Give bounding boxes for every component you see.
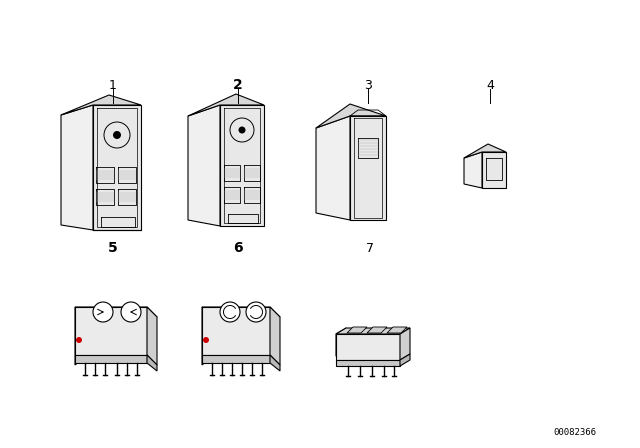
Text: 6: 6 bbox=[233, 241, 243, 255]
Polygon shape bbox=[350, 116, 386, 220]
Polygon shape bbox=[202, 355, 270, 363]
Polygon shape bbox=[336, 328, 410, 334]
Polygon shape bbox=[400, 354, 410, 366]
Circle shape bbox=[246, 302, 266, 322]
Polygon shape bbox=[464, 144, 506, 158]
Polygon shape bbox=[188, 105, 220, 226]
Polygon shape bbox=[61, 105, 93, 230]
Text: 5: 5 bbox=[108, 241, 118, 255]
Text: 3: 3 bbox=[364, 78, 372, 91]
Polygon shape bbox=[147, 307, 157, 365]
Polygon shape bbox=[482, 152, 506, 188]
Polygon shape bbox=[336, 334, 400, 360]
Polygon shape bbox=[347, 327, 367, 333]
Polygon shape bbox=[220, 105, 264, 226]
Polygon shape bbox=[336, 360, 400, 366]
Polygon shape bbox=[387, 327, 407, 333]
Polygon shape bbox=[202, 307, 212, 365]
Polygon shape bbox=[464, 152, 482, 188]
Text: 00082366: 00082366 bbox=[554, 427, 596, 436]
Polygon shape bbox=[188, 94, 264, 116]
Text: 7: 7 bbox=[366, 241, 374, 254]
Polygon shape bbox=[270, 355, 280, 371]
Polygon shape bbox=[202, 307, 280, 317]
Polygon shape bbox=[75, 355, 147, 363]
Polygon shape bbox=[400, 328, 410, 360]
Polygon shape bbox=[75, 307, 85, 365]
Polygon shape bbox=[147, 355, 157, 371]
Circle shape bbox=[239, 126, 246, 134]
Circle shape bbox=[93, 302, 113, 322]
Circle shape bbox=[76, 337, 82, 343]
Polygon shape bbox=[316, 116, 350, 220]
Polygon shape bbox=[75, 307, 147, 355]
Polygon shape bbox=[61, 95, 141, 115]
Polygon shape bbox=[336, 328, 346, 360]
Circle shape bbox=[203, 337, 209, 343]
Circle shape bbox=[121, 302, 141, 322]
Polygon shape bbox=[75, 307, 157, 317]
Polygon shape bbox=[202, 307, 270, 355]
Text: 1: 1 bbox=[109, 78, 117, 91]
Circle shape bbox=[113, 131, 121, 139]
Circle shape bbox=[220, 302, 240, 322]
Polygon shape bbox=[270, 307, 280, 365]
Polygon shape bbox=[367, 327, 387, 333]
Polygon shape bbox=[93, 105, 141, 230]
Text: 4: 4 bbox=[486, 78, 494, 91]
Polygon shape bbox=[316, 104, 386, 128]
Text: 2: 2 bbox=[233, 78, 243, 92]
